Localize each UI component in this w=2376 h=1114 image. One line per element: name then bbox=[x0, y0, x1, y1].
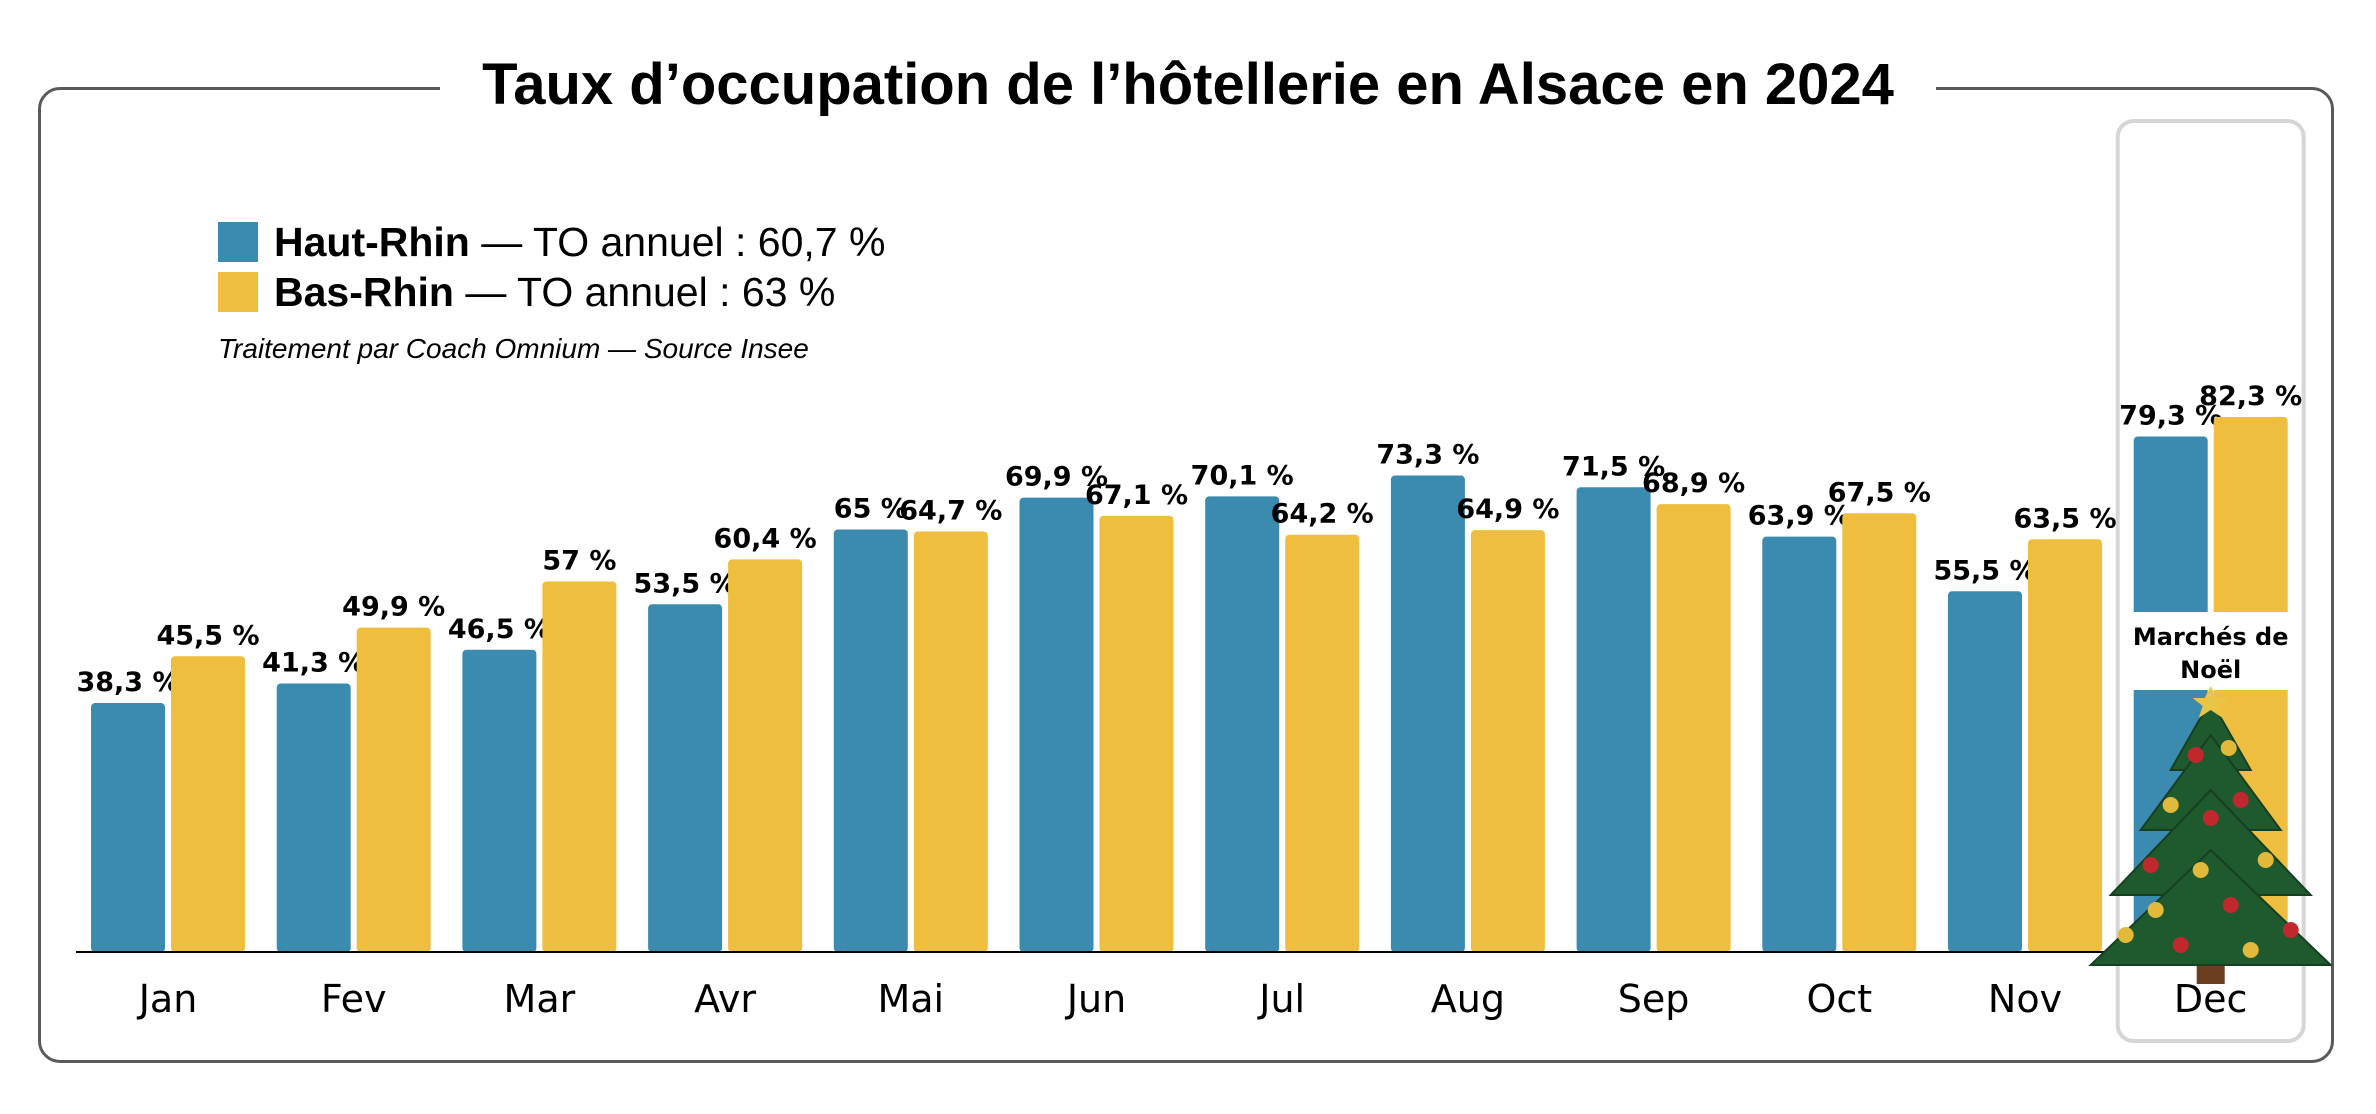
value-label-haut-rhin-nov: 55,5 % bbox=[1933, 555, 2036, 586]
legend-item-haut-rhin: Haut-Rhin — TO annuel : 60,7 % bbox=[218, 218, 885, 266]
legend-swatch-haut-rhin bbox=[218, 222, 258, 262]
legend-annual-rate-bas-rhin: — TO annuel : 63 % bbox=[453, 268, 836, 315]
value-label-bas-rhin-dec: 82,3 % bbox=[2199, 381, 2302, 412]
title-container: Taux d’occupation de l’hôtellerie en Als… bbox=[440, 40, 1936, 130]
x-tick-label-jan: Jan bbox=[137, 977, 198, 1021]
legend-name-haut-rhin: Haut-Rhin bbox=[274, 218, 470, 265]
x-tick-label-jun: Jun bbox=[1065, 977, 1126, 1021]
bar-haut-rhin-fev bbox=[276, 683, 351, 952]
bar-bas-rhin-mai bbox=[913, 531, 988, 952]
x-tick-label-fev: Fev bbox=[321, 977, 387, 1021]
bar-bas-rhin-jul bbox=[1285, 534, 1360, 952]
annotation-background bbox=[2120, 612, 2301, 690]
x-tick-label-nov: Nov bbox=[1988, 977, 2062, 1021]
value-label-haut-rhin-jul: 70,1 % bbox=[1191, 460, 1294, 491]
legend-annual-rate-haut-rhin: — TO annuel : 60,7 % bbox=[469, 218, 886, 265]
value-label-bas-rhin-avr: 60,4 % bbox=[714, 523, 817, 554]
value-label-haut-rhin-sep: 71,5 % bbox=[1562, 451, 1665, 482]
annotation-label-line2: Noël bbox=[2180, 656, 2241, 684]
value-label-haut-rhin-avr: 53,5 % bbox=[634, 568, 737, 599]
bar-bas-rhin-fev bbox=[356, 627, 431, 952]
x-tick-label-mar: Mar bbox=[504, 977, 576, 1021]
value-label-bas-rhin-jul: 64,2 % bbox=[1271, 499, 1374, 530]
value-label-haut-rhin-aug: 73,3 % bbox=[1376, 440, 1479, 471]
bar-haut-rhin-aug bbox=[1390, 475, 1465, 952]
bar-haut-rhin-sep bbox=[1576, 487, 1651, 952]
x-tick-label-mai: Mai bbox=[877, 977, 944, 1021]
value-label-bas-rhin-sep: 68,9 % bbox=[1642, 468, 1745, 499]
legend-name-bas-rhin: Bas-Rhin bbox=[274, 268, 454, 315]
bar-bas-rhin-sep bbox=[1656, 504, 1731, 952]
bar-haut-rhin-avr bbox=[648, 604, 723, 952]
bar-haut-rhin-jun bbox=[1019, 497, 1094, 952]
christmas-tree-icon bbox=[2088, 686, 2334, 984]
value-label-haut-rhin-dec: 79,3 % bbox=[2119, 401, 2222, 432]
legend-item-bas-rhin: Bas-Rhin — TO annuel : 63 % bbox=[218, 268, 885, 316]
legend-swatch-bas-rhin bbox=[218, 272, 258, 312]
bar-haut-rhin-jan bbox=[91, 703, 165, 952]
bar-bas-rhin-jan bbox=[171, 656, 245, 952]
x-tick-label-sep: Sep bbox=[1618, 977, 1690, 1021]
value-label-bas-rhin-jan: 45,5 % bbox=[156, 620, 259, 651]
bar-haut-rhin-oct bbox=[1762, 536, 1837, 952]
value-label-bas-rhin-oct: 67,5 % bbox=[1828, 477, 1931, 508]
chart-title: Taux d’occupation de l’hôtellerie en Als… bbox=[482, 52, 1894, 117]
bar-bas-rhin-avr bbox=[728, 559, 803, 952]
bar-bas-rhin-oct bbox=[1842, 513, 1917, 952]
x-tick-label-avr: Avr bbox=[694, 977, 756, 1021]
value-label-bas-rhin-mar: 57 % bbox=[542, 546, 616, 577]
highlight-box-dec bbox=[2115, 119, 2306, 1043]
bar-bas-rhin-jun bbox=[1099, 515, 1174, 952]
value-label-haut-rhin-oct: 63,9 % bbox=[1748, 501, 1851, 532]
bar-haut-rhin-mar bbox=[462, 649, 537, 952]
source-note: Traitement par Coach Omnium — Source Ins… bbox=[218, 333, 809, 364]
value-label-haut-rhin-mar: 46,5 % bbox=[448, 614, 551, 645]
value-label-bas-rhin-mai: 64,7 % bbox=[899, 495, 1002, 526]
value-label-bas-rhin-aug: 64,9 % bbox=[1456, 494, 1559, 525]
bar-haut-rhin-mai bbox=[833, 529, 908, 952]
x-tick-label-oct: Oct bbox=[1806, 977, 1872, 1021]
value-label-haut-rhin-jun: 69,9 % bbox=[1005, 462, 1108, 493]
value-label-bas-rhin-nov: 63,5 % bbox=[2013, 503, 2116, 534]
value-label-haut-rhin-fev: 41,3 % bbox=[262, 648, 365, 679]
bar-bas-rhin-nov bbox=[2028, 539, 2102, 952]
value-label-bas-rhin-fev: 49,9 % bbox=[342, 592, 445, 623]
bar-haut-rhin-nov bbox=[1948, 591, 2022, 952]
bar-haut-rhin-jul bbox=[1205, 496, 1280, 952]
legend: Haut-Rhin — TO annuel : 60,7 % Bas-Rhin … bbox=[218, 218, 885, 318]
x-tick-label-aug: Aug bbox=[1431, 977, 1505, 1021]
value-label-haut-rhin-mai: 65 % bbox=[834, 494, 908, 525]
bar-bas-rhin-mar bbox=[542, 581, 617, 952]
x-tick-label-dec: Dec bbox=[2174, 977, 2248, 1021]
value-label-bas-rhin-jun: 67,1 % bbox=[1085, 480, 1188, 511]
annotation-label-line1: Marchés de bbox=[2133, 623, 2289, 651]
x-tick-label-jul: Jul bbox=[1257, 977, 1305, 1021]
bar-bas-rhin-aug bbox=[1470, 530, 1545, 952]
value-label-haut-rhin-jan: 38,3 % bbox=[76, 667, 179, 698]
